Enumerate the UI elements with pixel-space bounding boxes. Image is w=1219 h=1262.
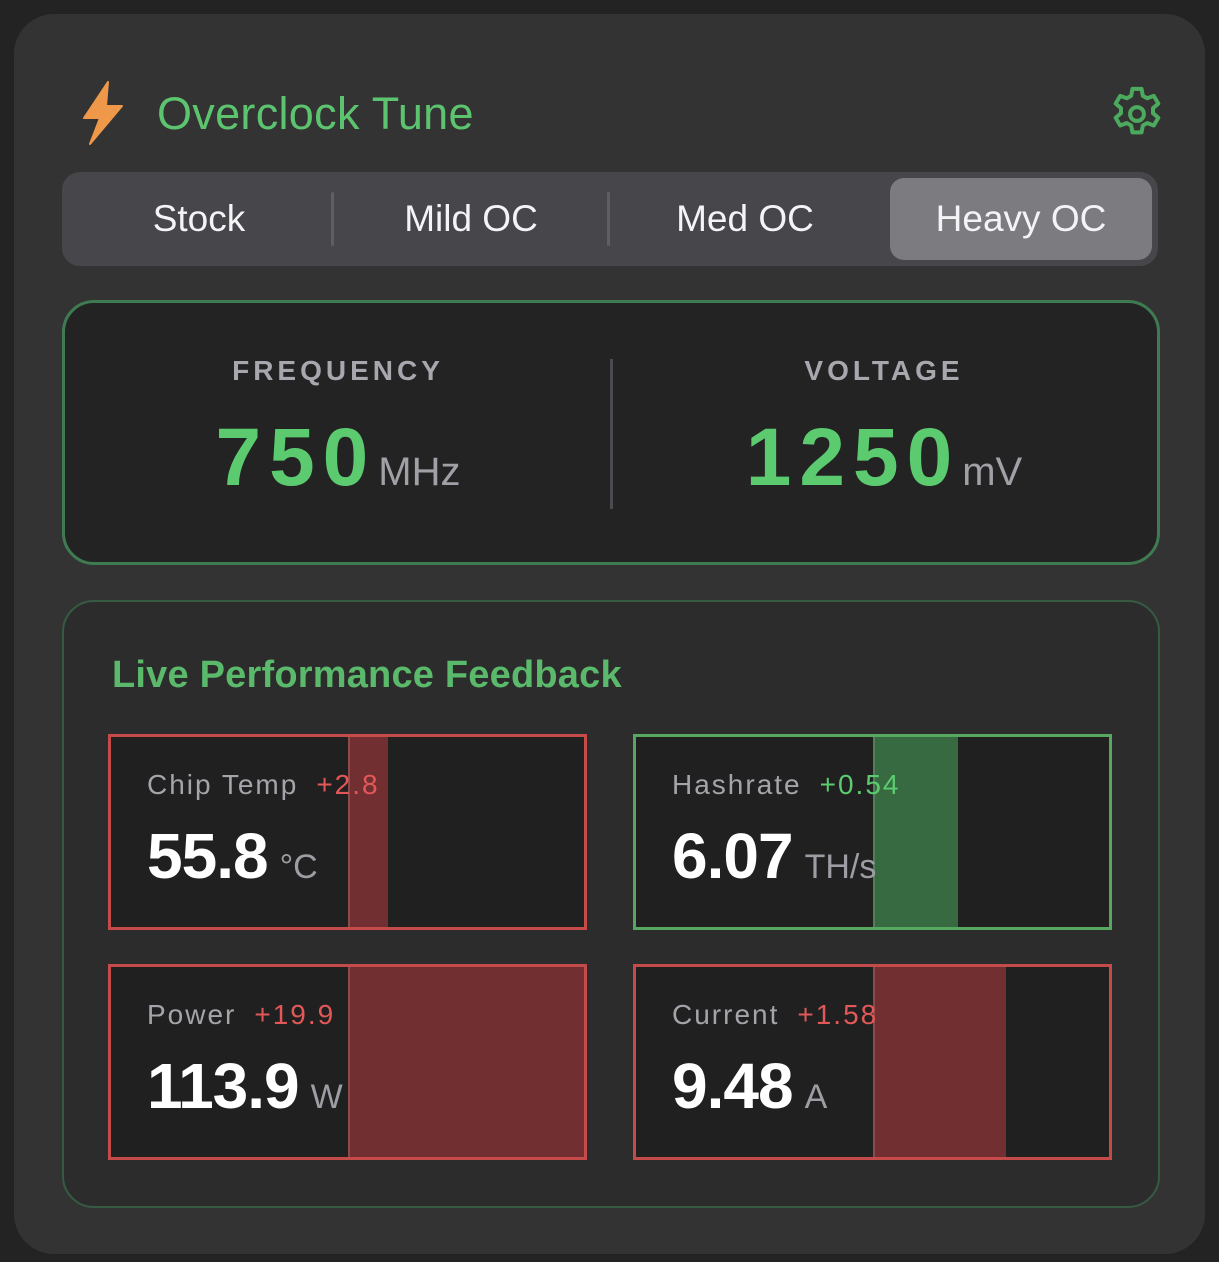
frequency-label: FREQUENCY: [232, 355, 444, 386]
segment-divider: [331, 192, 334, 246]
metric-value: 55.8: [147, 820, 269, 892]
metric-delta: +2.8: [316, 769, 380, 800]
metric-value: 113.9: [147, 1050, 300, 1122]
preset-heavy-oc[interactable]: Heavy OC: [890, 178, 1152, 260]
delta-bar: [873, 737, 958, 927]
voltage-label: VOLTAGE: [804, 355, 964, 386]
voltage-value: 1250: [745, 412, 961, 503]
metric-power[interactable]: Power +19.9 113.9 W: [108, 964, 587, 1160]
preset-mild-oc[interactable]: Mild OC: [404, 198, 538, 239]
metric-label: Current: [672, 999, 780, 1030]
overclock-card: Overclock Tune Stock Mild OC Med OC Heav…: [14, 14, 1205, 1254]
metric-label: Power: [147, 999, 237, 1030]
metric-label: Chip Temp: [147, 769, 299, 800]
preset-med-oc[interactable]: Med OC: [676, 198, 814, 239]
frequency-readout: FREQUENCY 750MHz: [65, 303, 611, 562]
metric-delta: +0.54: [819, 769, 901, 800]
gear-icon[interactable]: [1104, 82, 1170, 146]
metric-label: Hashrate: [672, 769, 802, 800]
preset-segmented-control: Stock Mild OC Med OC Heavy OC: [62, 172, 1158, 266]
delta-bar: [348, 967, 584, 1157]
metric-unit: TH/s: [804, 848, 877, 886]
metric-unit: A: [804, 1078, 828, 1116]
delta-bar: [873, 967, 1006, 1157]
metric-value: 6.07: [672, 820, 794, 892]
voltage-unit: mV: [962, 450, 1023, 494]
frequency-value: 750: [215, 412, 377, 503]
delta-bar: [348, 737, 388, 927]
metric-delta: +19.9: [254, 999, 336, 1030]
metric-unit: W: [310, 1078, 343, 1116]
live-feedback-title: Live Performance Feedback: [112, 654, 622, 696]
metric-hashrate[interactable]: Hashrate +0.54 6.07 TH/s: [633, 734, 1112, 930]
metric-value: 9.48: [672, 1050, 794, 1122]
voltage-readout: VOLTAGE 1250mV: [611, 303, 1157, 562]
segment-divider: [607, 192, 610, 246]
panel-divider: [610, 359, 613, 509]
frequency-voltage-panel: FREQUENCY 750MHz VOLTAGE 1250mV: [62, 300, 1160, 565]
metric-chip-temp[interactable]: Chip Temp +2.8 55.8 °C: [108, 734, 587, 930]
preset-stock[interactable]: Stock: [152, 198, 246, 239]
bolt-icon: [83, 81, 123, 145]
metric-current[interactable]: Current +1.58 9.48 A: [633, 964, 1112, 1160]
metric-unit: °C: [279, 848, 318, 886]
metric-delta: +1.58: [797, 999, 879, 1030]
page-title: Overclock Tune: [157, 88, 474, 139]
live-feedback-panel: Live Performance Feedback Chip Temp +2.8 …: [62, 600, 1160, 1208]
frequency-unit: MHz: [378, 450, 461, 494]
